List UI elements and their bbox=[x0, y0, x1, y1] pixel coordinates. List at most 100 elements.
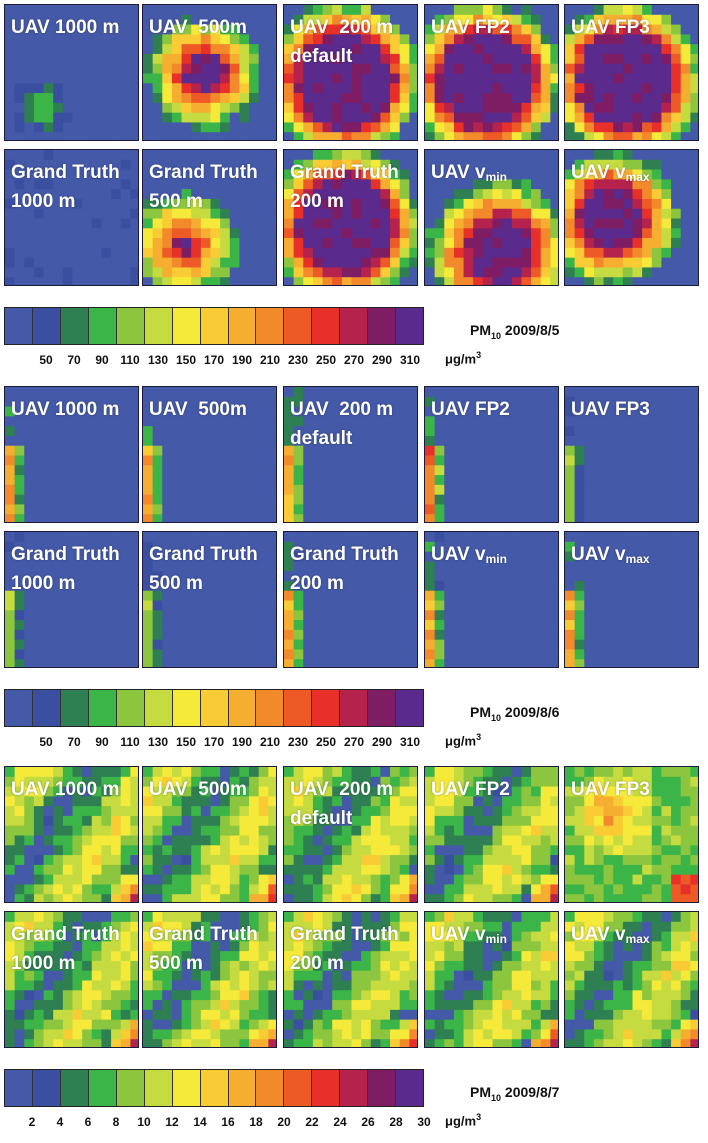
heatmap-cell bbox=[584, 179, 595, 190]
heatmap-cell bbox=[33, 208, 45, 220]
heatmap-cell bbox=[191, 93, 202, 104]
heatmap-cell bbox=[531, 435, 542, 447]
heatmap-cell bbox=[680, 122, 691, 133]
heatmap-cell bbox=[651, 426, 663, 437]
heatmap-cell bbox=[444, 494, 455, 506]
heatmap-cell bbox=[5, 5, 16, 16]
heatmap-cell bbox=[33, 514, 45, 522]
heatmap-cell bbox=[162, 504, 173, 515]
panel-title-sub: 10 bbox=[491, 330, 502, 341]
heatmap-cell bbox=[351, 63, 362, 75]
heatmap-cell bbox=[200, 132, 212, 140]
panel-title-main: PM bbox=[470, 322, 491, 338]
heatmap-cell bbox=[434, 649, 445, 660]
heatmap-cell bbox=[613, 767, 624, 778]
heatmap-cell bbox=[680, 218, 691, 229]
heatmap-cell bbox=[341, 93, 353, 104]
heatmap-cell bbox=[14, 277, 25, 285]
heatmap-cell bbox=[341, 44, 353, 55]
heatmap-cell bbox=[268, 34, 276, 45]
heatmap-cell bbox=[191, 159, 202, 171]
heatmap-cell bbox=[303, 5, 314, 16]
heatmap-cell bbox=[690, 93, 698, 104]
heatmap-cell bbox=[502, 494, 513, 506]
heatmap-cell bbox=[502, 208, 513, 220]
heatmap-cell bbox=[531, 845, 542, 856]
heatmap-cell bbox=[210, 767, 221, 778]
heatmap-cell bbox=[143, 238, 154, 249]
heatmap-cell bbox=[62, 786, 74, 797]
heatmap-cell bbox=[661, 475, 672, 486]
heatmap-cell bbox=[390, 132, 401, 140]
heatmap-cell bbox=[72, 649, 83, 660]
heatmap-cell bbox=[473, 122, 484, 133]
panel-title-sub: 10 bbox=[491, 712, 502, 723]
heatmap-cell bbox=[210, 864, 221, 876]
heatmap-cell bbox=[152, 767, 163, 778]
heatmap-cell bbox=[399, 894, 410, 902]
heatmap-cell bbox=[220, 835, 231, 846]
heatmap-cell bbox=[91, 112, 103, 124]
heatmap-cell bbox=[550, 532, 558, 543]
heatmap-cell bbox=[152, 629, 163, 641]
heatmap-cell bbox=[181, 267, 192, 278]
heatmap-cell bbox=[171, 169, 183, 180]
heatmap-cell bbox=[351, 484, 362, 496]
tile-label: UAV 500m bbox=[149, 395, 247, 424]
heatmap-cell bbox=[249, 387, 260, 398]
heatmap-cell bbox=[453, 571, 465, 582]
heatmap-cell bbox=[143, 150, 154, 161]
heatmap-cell bbox=[574, 659, 585, 667]
heatmap-cell bbox=[91, 34, 103, 45]
heatmap-cell bbox=[613, 484, 624, 496]
tile-label: UAV vmax bbox=[571, 158, 650, 192]
colorbar-swatch bbox=[396, 690, 424, 726]
heatmap-cell bbox=[492, 484, 503, 496]
heatmap-cell bbox=[370, 44, 382, 55]
heatmap-cell bbox=[220, 218, 231, 229]
heatmap-cell bbox=[268, 541, 276, 553]
heatmap-cell bbox=[671, 561, 682, 572]
heatmap-cell bbox=[409, 845, 417, 856]
heatmap-cell bbox=[258, 445, 269, 457]
heatmap-cell bbox=[200, 629, 212, 641]
heatmap-cell bbox=[130, 406, 138, 417]
heatmap-cell bbox=[651, 571, 663, 582]
heatmap-cell bbox=[200, 786, 212, 797]
heatmap-cell bbox=[91, 514, 103, 522]
heatmap-cell bbox=[293, 406, 304, 417]
heatmap-cell bbox=[380, 416, 391, 427]
heatmap-cell bbox=[33, 93, 45, 104]
heatmap-cell bbox=[671, 122, 682, 133]
heatmap-cell bbox=[111, 445, 122, 457]
heatmap-cell bbox=[492, 14, 503, 26]
heatmap-cell bbox=[111, 228, 122, 239]
heatmap-cell bbox=[5, 639, 16, 651]
tile-uav-vmax: UAV vmax bbox=[564, 149, 699, 286]
heatmap-cell bbox=[229, 228, 241, 239]
heatmap-cell bbox=[565, 228, 576, 239]
heatmap-cell bbox=[632, 426, 643, 437]
heatmap-cell bbox=[425, 776, 436, 788]
colorbar-tick-label: 170 bbox=[203, 353, 225, 367]
heatmap-cell bbox=[120, 806, 131, 817]
heatmap-cell bbox=[229, 179, 241, 190]
heatmap-cell bbox=[220, 159, 231, 171]
heatmap-cell bbox=[425, 561, 436, 572]
heatmap-cell bbox=[101, 73, 112, 84]
heatmap-cell bbox=[229, 34, 241, 45]
heatmap-cell bbox=[191, 494, 202, 506]
heatmap-cell bbox=[351, 825, 362, 837]
heatmap-cell bbox=[565, 610, 576, 621]
heatmap-cell bbox=[370, 629, 382, 641]
heatmap-cell bbox=[502, 5, 513, 16]
heatmap-cell bbox=[293, 514, 304, 522]
heatmap-cell bbox=[593, 590, 605, 602]
heatmap-cell bbox=[152, 864, 163, 876]
heatmap-cell bbox=[43, 504, 54, 515]
heatmap-cell bbox=[5, 426, 16, 437]
heatmap-cell bbox=[425, 629, 436, 641]
heatmap-cell bbox=[284, 649, 295, 660]
heatmap-cell bbox=[584, 198, 595, 210]
heatmap-cell bbox=[482, 610, 494, 621]
